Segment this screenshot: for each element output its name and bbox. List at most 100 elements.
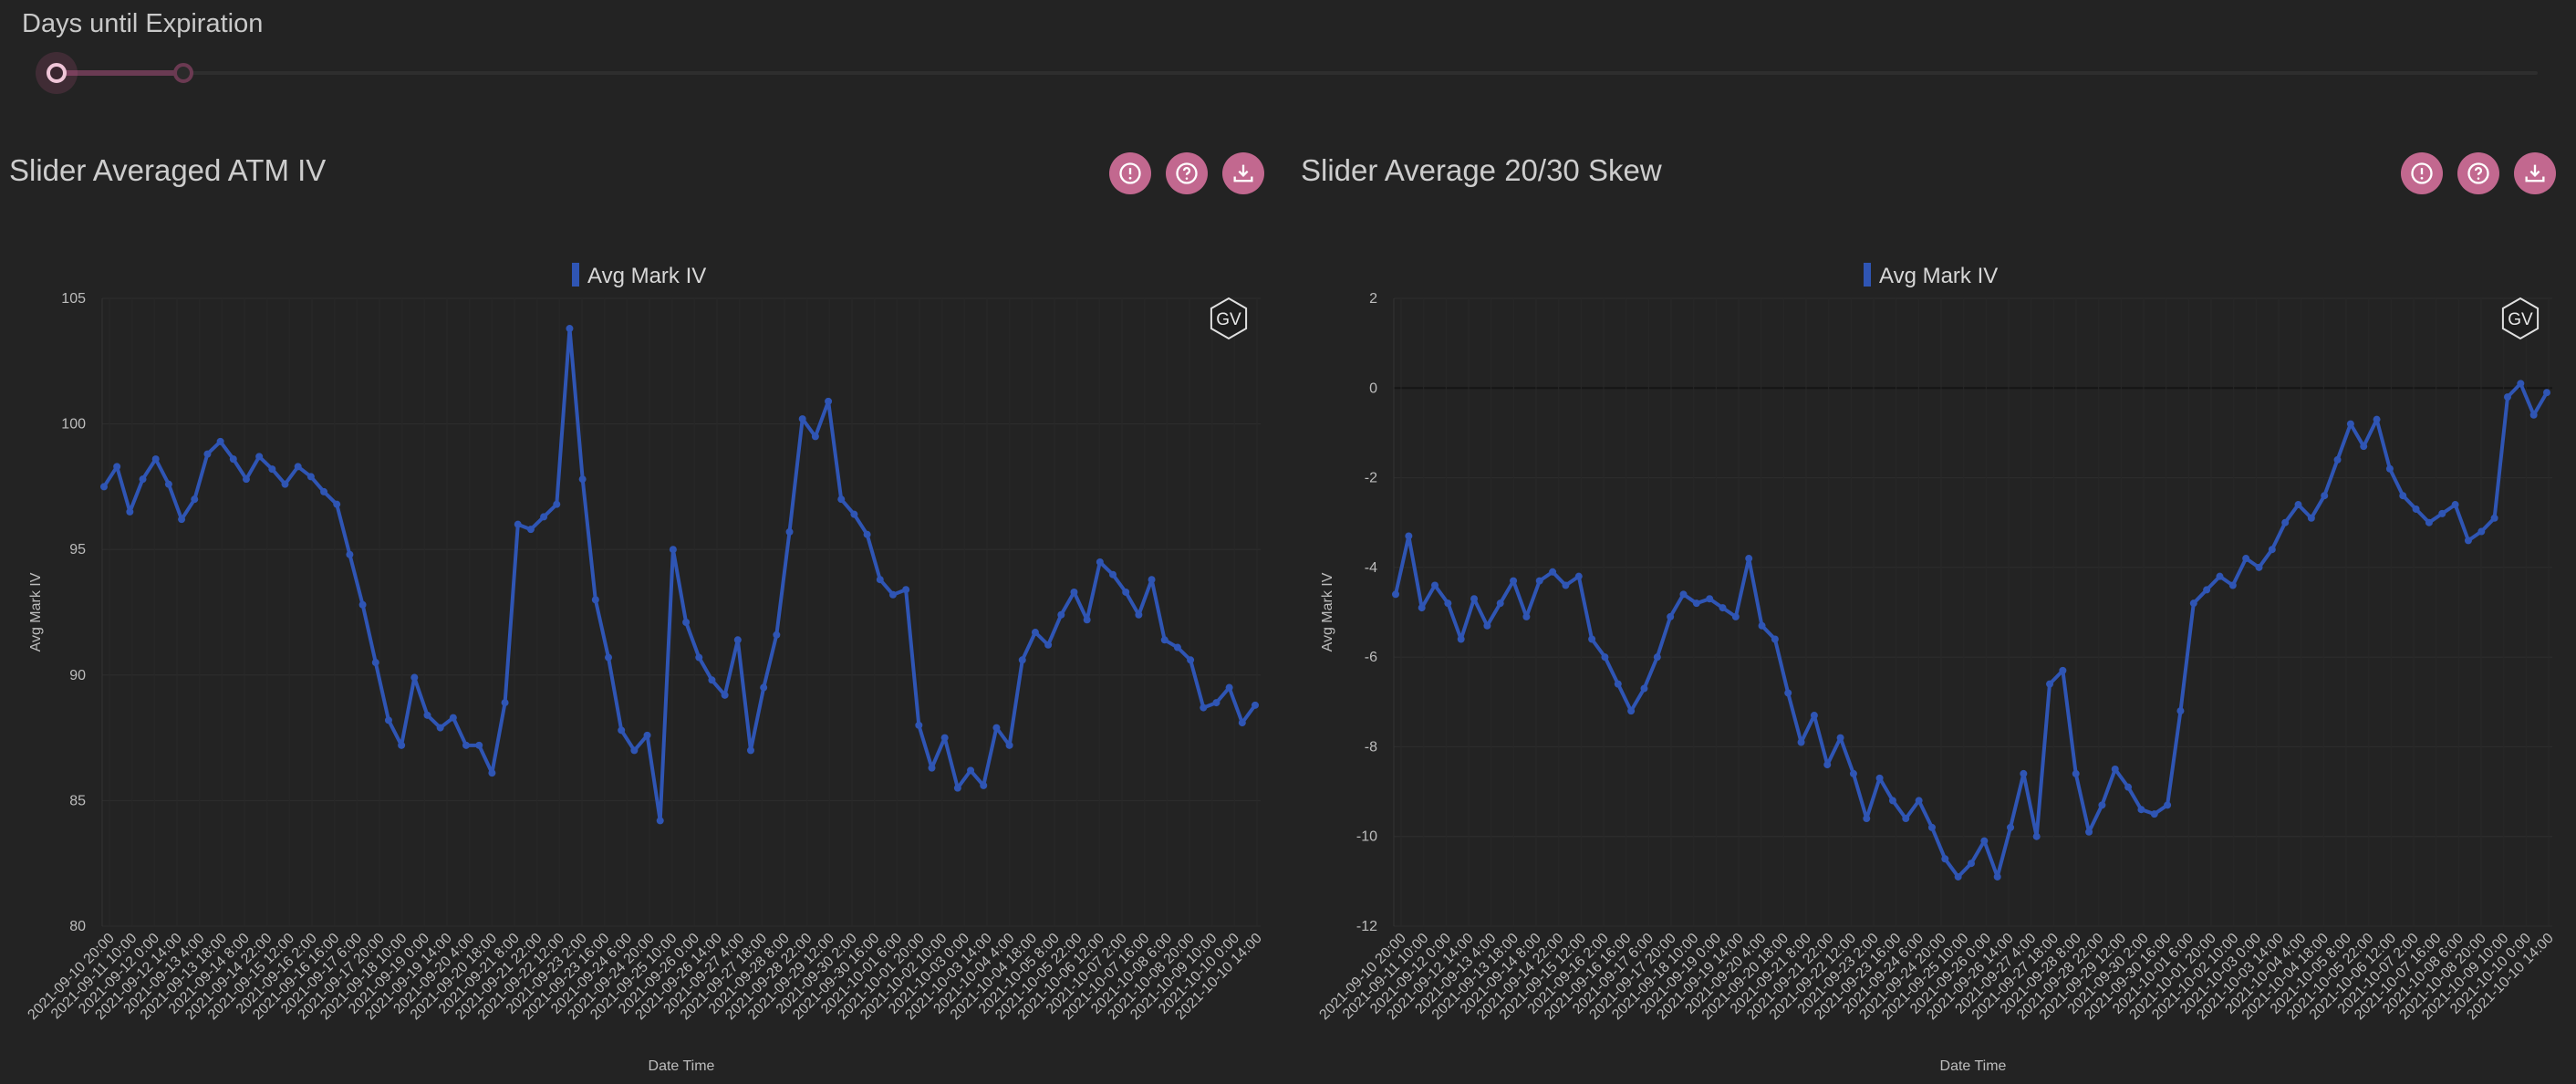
data-point bbox=[1797, 738, 1805, 746]
data-point bbox=[2098, 801, 2106, 809]
data-point bbox=[1731, 612, 1740, 620]
download-icon bbox=[2525, 164, 2545, 182]
help-icon bbox=[1176, 162, 1198, 184]
alert-button[interactable] bbox=[2401, 152, 2443, 194]
data-point bbox=[1070, 588, 1078, 596]
data-point bbox=[371, 659, 379, 667]
badge-hexagon bbox=[2501, 297, 2540, 340]
data-point bbox=[1405, 532, 1413, 540]
series-line bbox=[102, 327, 1257, 823]
data-point bbox=[2176, 707, 2185, 715]
data-point bbox=[1574, 572, 1583, 580]
data-point bbox=[708, 676, 716, 684]
slider-thumb-max[interactable] bbox=[173, 63, 193, 83]
data-point bbox=[785, 527, 794, 536]
data-point bbox=[760, 683, 768, 692]
data-point bbox=[2085, 828, 2093, 836]
download-button[interactable] bbox=[2514, 152, 2556, 194]
download-button[interactable] bbox=[1222, 152, 1264, 194]
data-point bbox=[1902, 815, 1910, 823]
data-point bbox=[2373, 415, 2381, 423]
data-point bbox=[2294, 501, 2302, 509]
data-point bbox=[436, 724, 444, 732]
data-point bbox=[268, 465, 276, 474]
data-point bbox=[1810, 712, 1818, 720]
slider-thumb-min[interactable] bbox=[47, 63, 67, 83]
data-point bbox=[825, 397, 833, 405]
data-point bbox=[1888, 797, 1896, 805]
data-point bbox=[1679, 590, 1688, 599]
data-point bbox=[384, 716, 392, 724]
data-point bbox=[630, 746, 639, 755]
data-point bbox=[526, 526, 535, 534]
data-point bbox=[113, 463, 121, 471]
data-point bbox=[1784, 689, 1792, 697]
data-point bbox=[2072, 769, 2080, 777]
data-point bbox=[1392, 590, 1399, 599]
data-point bbox=[2321, 492, 2329, 500]
data-point bbox=[216, 437, 224, 445]
data-point bbox=[2059, 666, 2067, 674]
x-axis-title: Date Time bbox=[1940, 1058, 2007, 1074]
alert-icon bbox=[2411, 162, 2433, 184]
y-tick-label: -8 bbox=[1365, 739, 1377, 755]
data-point bbox=[1614, 680, 1622, 688]
data-point bbox=[2203, 586, 2211, 594]
data-point bbox=[2385, 464, 2394, 473]
data-point bbox=[1096, 558, 1104, 566]
badge-hexagon bbox=[1210, 297, 1248, 340]
data-point bbox=[488, 769, 496, 777]
data-point bbox=[1588, 635, 1596, 643]
slider-label: Days until Expiration bbox=[22, 9, 264, 38]
data-point bbox=[1954, 872, 1962, 881]
data-point bbox=[203, 450, 212, 458]
data-point bbox=[1031, 629, 1039, 637]
data-point bbox=[178, 516, 186, 524]
y-axis-title: Avg Mark IV bbox=[1320, 572, 1335, 651]
data-point bbox=[1836, 734, 1844, 742]
data-point bbox=[1005, 741, 1013, 749]
data-point bbox=[656, 817, 664, 825]
data-point bbox=[1160, 636, 1169, 644]
data-point bbox=[1109, 570, 1117, 578]
data-point bbox=[733, 636, 742, 644]
data-point bbox=[2281, 518, 2290, 526]
data-point bbox=[1941, 855, 1949, 863]
data-point bbox=[578, 475, 587, 484]
data-point bbox=[2451, 501, 2459, 509]
data-point bbox=[2216, 572, 2224, 580]
help-button[interactable] bbox=[2457, 152, 2499, 194]
data-point bbox=[1758, 621, 1766, 630]
data-point bbox=[346, 550, 354, 558]
data-point bbox=[2164, 801, 2172, 809]
alert-button[interactable] bbox=[1109, 152, 1151, 194]
data-point bbox=[553, 500, 561, 508]
data-point bbox=[2503, 393, 2511, 401]
data-point bbox=[1601, 653, 1609, 662]
y-tick-label: 80 bbox=[69, 919, 86, 934]
y-tick-label: 85 bbox=[69, 793, 86, 808]
data-point bbox=[2020, 769, 2028, 777]
data-point bbox=[2333, 455, 2342, 464]
data-point bbox=[2111, 766, 2119, 773]
gv-badge: GV bbox=[2501, 297, 2540, 340]
data-point bbox=[605, 653, 613, 662]
data-point bbox=[940, 734, 949, 742]
slider-track[interactable] bbox=[57, 71, 2538, 75]
data-point bbox=[2412, 505, 2420, 513]
data-point bbox=[1457, 635, 1465, 643]
data-point bbox=[1135, 610, 1143, 619]
data-point bbox=[151, 455, 160, 464]
data-point bbox=[540, 513, 548, 521]
data-point bbox=[1212, 699, 1220, 707]
data-point bbox=[1057, 610, 1065, 619]
data-point bbox=[2046, 680, 2054, 688]
data-point bbox=[1122, 588, 1130, 596]
data-point bbox=[1483, 621, 1491, 630]
data-point bbox=[2242, 555, 2250, 563]
help-button[interactable] bbox=[1166, 152, 1208, 194]
data-point bbox=[2137, 806, 2145, 814]
data-point bbox=[2124, 783, 2133, 791]
data-point bbox=[1549, 568, 1557, 576]
data-point bbox=[2032, 832, 2041, 840]
